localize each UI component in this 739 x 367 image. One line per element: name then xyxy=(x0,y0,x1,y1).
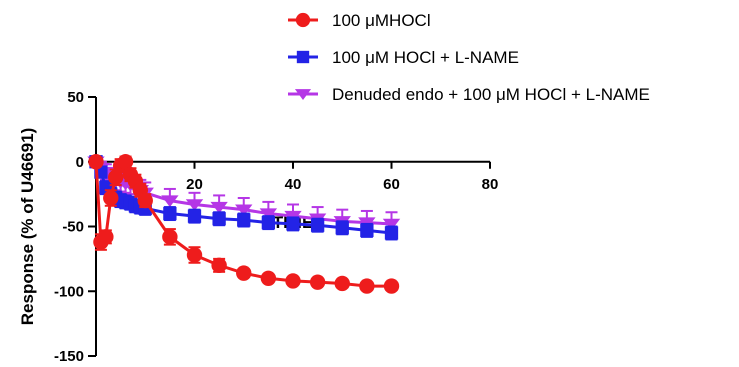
data-point xyxy=(286,217,300,231)
data-point xyxy=(103,190,119,206)
data-point xyxy=(162,229,178,245)
y-tick-label: -50 xyxy=(62,219,84,236)
data-point xyxy=(359,278,375,294)
legend-label: 100 μM HOCl + L-NAME xyxy=(332,48,519,67)
data-point xyxy=(161,195,179,208)
data-point xyxy=(382,218,401,231)
data-point xyxy=(360,223,374,238)
x-tick-label: 40 xyxy=(285,176,302,193)
data-point xyxy=(88,154,104,170)
y-tick-label: 50 xyxy=(67,89,84,106)
legend-item: 100 μMHOCl xyxy=(288,11,431,30)
data-point xyxy=(163,206,177,221)
legend-item: 100 μM HOCl + L-NAME xyxy=(288,48,519,67)
legend: 100 μMHOCl 100 μM HOCl + L-NAME Denuded en… xyxy=(288,11,650,104)
data-point xyxy=(137,192,153,209)
data-point xyxy=(236,265,252,281)
y-tick-label: 0 xyxy=(76,154,84,171)
data-point xyxy=(335,221,349,235)
data-point xyxy=(334,275,350,292)
data-point xyxy=(384,226,399,240)
plot-area xyxy=(87,154,401,294)
data-point xyxy=(185,199,204,211)
y-tick-label: -100 xyxy=(54,283,84,300)
data-point xyxy=(237,213,251,227)
legend-label: Denuded endo + 100 μM HOCl + L-NAME xyxy=(332,85,650,104)
data-point xyxy=(235,204,253,217)
legend-label: 100 μMHOCl xyxy=(332,11,431,30)
data-point xyxy=(108,169,124,185)
data-point xyxy=(186,247,203,263)
data-point xyxy=(187,209,202,223)
y-tick-label: -150 xyxy=(54,348,84,365)
x-ticks: 20 40 60 80 xyxy=(186,161,499,193)
data-point xyxy=(212,212,226,226)
legend-marker xyxy=(294,89,312,101)
data-point xyxy=(383,278,400,294)
data-point xyxy=(259,208,278,221)
data-point xyxy=(285,273,301,289)
data-point xyxy=(211,257,227,274)
x-tick-label: 20 xyxy=(186,176,203,193)
legend-item: Denuded endo + 100 μM HOCl + L-NAME xyxy=(288,85,650,104)
legend-marker xyxy=(295,12,311,28)
x-tick-label: 80 xyxy=(482,176,499,193)
data-point xyxy=(210,201,228,214)
y-axis-title: Response (% of U46691) xyxy=(18,128,37,325)
data-point xyxy=(98,229,114,245)
data-point xyxy=(260,270,277,286)
series-0 xyxy=(88,154,400,294)
legend-marker xyxy=(296,50,310,64)
x-tick-label: 60 xyxy=(383,176,400,193)
data-point xyxy=(117,154,134,170)
data-point xyxy=(310,218,325,232)
data-point xyxy=(261,215,276,230)
y-ticks: 50 0 -50 -100 -150 xyxy=(54,89,96,365)
data-point xyxy=(309,274,326,290)
